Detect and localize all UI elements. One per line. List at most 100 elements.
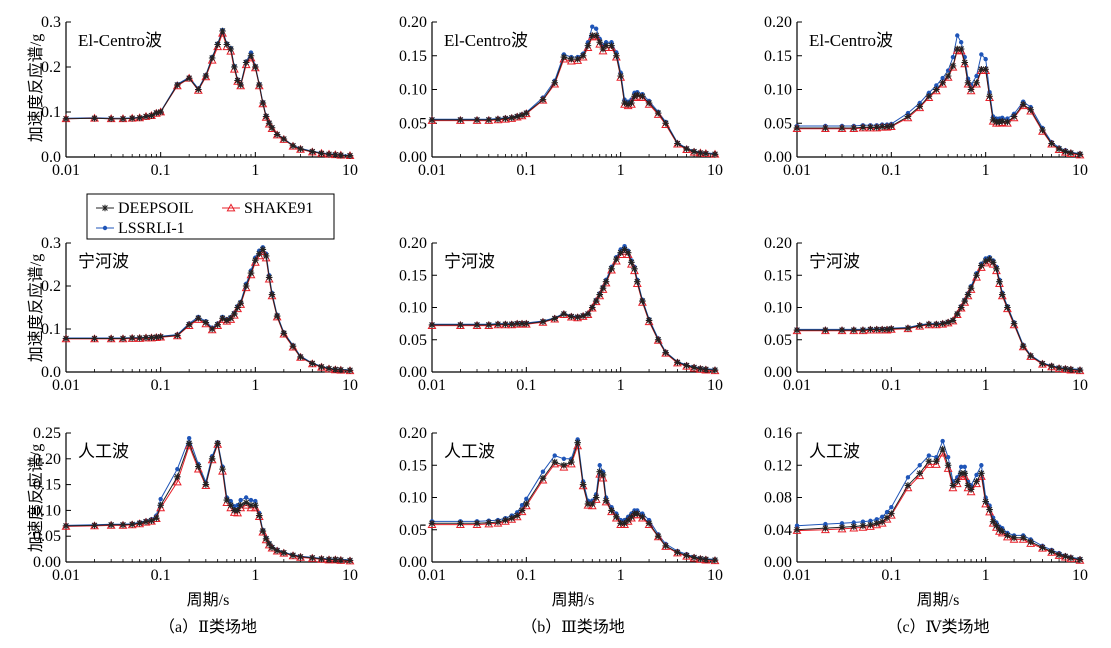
marker-triangle xyxy=(583,500,593,509)
marker-asterisk xyxy=(933,320,940,328)
marker-asterisk xyxy=(309,148,316,155)
marker-asterisk xyxy=(697,365,704,373)
y-tick-label: 0.16 xyxy=(764,425,792,442)
marker-asterisk xyxy=(859,326,867,334)
marker-asterisk xyxy=(702,556,710,563)
marker-asterisk xyxy=(574,313,581,321)
marker-dot xyxy=(597,463,602,468)
marker-asterisk xyxy=(268,544,276,551)
marker-asterisk xyxy=(1019,342,1027,350)
marker-asterisk xyxy=(280,330,288,337)
series-line xyxy=(432,36,716,155)
marker-asterisk xyxy=(654,532,662,540)
wave-label: El-Centro波 xyxy=(809,31,893,50)
marker-dot xyxy=(540,469,546,474)
marker-triangle xyxy=(595,291,605,300)
marker-asterisk xyxy=(508,114,516,122)
marker-asterisk xyxy=(252,501,259,509)
marker-asterisk xyxy=(513,512,521,519)
marker-asterisk xyxy=(223,496,231,504)
marker-asterisk xyxy=(551,315,559,322)
marker-dot xyxy=(868,518,873,524)
y-tick-label: 0.20 xyxy=(764,235,792,252)
marker-asterisk xyxy=(148,334,155,341)
marker-asterisk xyxy=(822,326,829,334)
marker-asterisk xyxy=(711,366,719,374)
marker-asterisk xyxy=(318,363,325,371)
wave-label: El-Centro波 xyxy=(78,31,162,50)
marker-asterisk xyxy=(624,249,632,256)
marker-asterisk xyxy=(873,326,881,333)
series-lssrli-1 xyxy=(794,254,1083,372)
marker-asterisk xyxy=(1076,556,1084,563)
marker-dot xyxy=(823,521,828,527)
y-tick-label: 0.00 xyxy=(33,554,61,571)
marker-asterisk xyxy=(989,518,997,525)
x-tick-label: 0.01 xyxy=(783,377,811,394)
x-axis-title: 周期/s xyxy=(187,591,230,609)
series-line xyxy=(432,35,716,155)
marker-asterisk xyxy=(949,482,957,489)
marker-asterisk xyxy=(697,149,704,157)
marker-asterisk xyxy=(989,116,997,124)
marker-asterisk xyxy=(195,86,202,93)
marker-dot xyxy=(561,456,567,461)
x-axis-title: 周期/s xyxy=(917,591,960,609)
marker-asterisk xyxy=(998,528,1006,535)
marker-asterisk xyxy=(662,349,669,356)
marker-asterisk xyxy=(702,150,710,157)
marker-dot xyxy=(874,517,879,522)
marker-asterisk xyxy=(964,79,972,87)
marker-triangle xyxy=(637,513,647,522)
marker-asterisk xyxy=(262,252,270,260)
y-axis-title: 加速度反应谱/g xyxy=(26,254,45,362)
marker-triangle xyxy=(427,519,437,528)
marker-dot xyxy=(958,40,964,45)
marker-asterisk xyxy=(617,520,624,527)
marker-asterisk xyxy=(157,501,164,509)
marker-asterisk xyxy=(621,520,628,527)
marker-triangle xyxy=(607,265,616,274)
marker-dot xyxy=(243,495,249,500)
marker-triangle xyxy=(1009,320,1019,329)
marker-triangle xyxy=(226,203,236,212)
marker-asterisk xyxy=(916,470,924,477)
marker-asterisk xyxy=(978,470,985,477)
y-tick-label: 0.20 xyxy=(764,14,792,31)
marker-asterisk xyxy=(964,482,972,489)
marker-triangle xyxy=(960,297,970,306)
marker-asterisk xyxy=(539,96,547,103)
marker-asterisk xyxy=(933,457,940,465)
y-tick-label: 0.15 xyxy=(764,267,792,284)
marker-asterisk xyxy=(878,326,886,333)
marker-asterisk xyxy=(613,255,620,263)
marker-asterisk xyxy=(231,310,238,318)
marker-triangle xyxy=(601,497,611,506)
y-tick-label: 0.05 xyxy=(33,528,61,545)
x-tick-label: 1 xyxy=(617,567,625,584)
marker-triangle xyxy=(598,284,608,293)
marker-asterisk xyxy=(560,310,568,318)
marker-asterisk xyxy=(867,124,874,131)
marker-asterisk xyxy=(993,522,1000,530)
marker-dot xyxy=(552,453,557,458)
marker-asterisk xyxy=(631,92,638,100)
y-tick-label: 0.15 xyxy=(399,457,427,474)
marker-dot xyxy=(860,519,866,524)
marker-asterisk xyxy=(457,116,464,124)
marker-asterisk xyxy=(231,63,238,71)
marker-asterisk xyxy=(346,366,354,374)
marker-asterisk xyxy=(255,512,263,519)
marker-asterisk xyxy=(639,297,646,305)
marker-asterisk xyxy=(613,513,620,521)
subplot-0-0: 0.0 0.1 0.2 0.3 0.01 0.1 1 10 El-Centro波 xyxy=(41,14,358,179)
marker-asterisk xyxy=(1076,151,1084,158)
marker-dot xyxy=(794,523,800,528)
marker-asterisk xyxy=(153,514,160,522)
marker-asterisk xyxy=(346,557,354,564)
marker-asterisk xyxy=(662,542,669,550)
marker-asterisk xyxy=(214,321,221,328)
series-deepsoil xyxy=(62,440,354,564)
marker-asterisk xyxy=(428,116,436,124)
y-tick-label: 0.25 xyxy=(33,425,61,442)
